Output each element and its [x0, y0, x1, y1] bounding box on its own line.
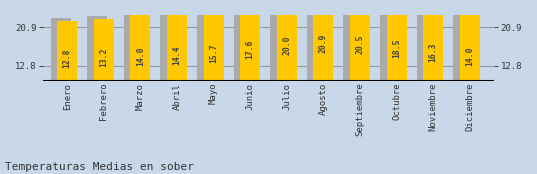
Bar — [380, 0, 400, 81]
Bar — [350, 0, 370, 81]
Text: 16.3: 16.3 — [429, 42, 438, 62]
Bar — [167, 13, 187, 81]
Bar — [417, 1, 437, 81]
Text: 18.5: 18.5 — [392, 38, 401, 58]
Text: 12.8: 12.8 — [63, 49, 72, 68]
Bar — [197, 4, 217, 81]
Text: 14.0: 14.0 — [465, 46, 474, 66]
Bar — [460, 15, 480, 81]
Bar — [343, 0, 364, 81]
Bar — [234, 0, 253, 81]
Text: 20.5: 20.5 — [355, 35, 365, 54]
Text: 15.7: 15.7 — [209, 43, 218, 63]
Text: 20.9: 20.9 — [319, 34, 328, 53]
Bar — [307, 0, 327, 81]
Bar — [423, 4, 443, 81]
Bar — [204, 7, 224, 81]
Text: 20.0: 20.0 — [282, 35, 291, 55]
Bar — [387, 0, 407, 81]
Bar — [57, 21, 77, 81]
Bar — [87, 16, 107, 81]
Text: 14.4: 14.4 — [172, 46, 182, 65]
Bar — [270, 0, 291, 81]
Text: 14.0: 14.0 — [136, 46, 145, 66]
Bar — [313, 0, 333, 81]
Bar — [50, 18, 71, 81]
Bar — [130, 15, 150, 81]
Bar — [277, 0, 297, 81]
Bar — [124, 12, 144, 81]
Text: 17.6: 17.6 — [246, 40, 255, 59]
Bar — [240, 0, 260, 81]
Bar — [453, 12, 473, 81]
Text: Temperaturas Medias en sober: Temperaturas Medias en sober — [5, 162, 194, 172]
Bar — [161, 10, 180, 81]
Text: 13.2: 13.2 — [99, 48, 108, 67]
Bar — [94, 19, 114, 81]
